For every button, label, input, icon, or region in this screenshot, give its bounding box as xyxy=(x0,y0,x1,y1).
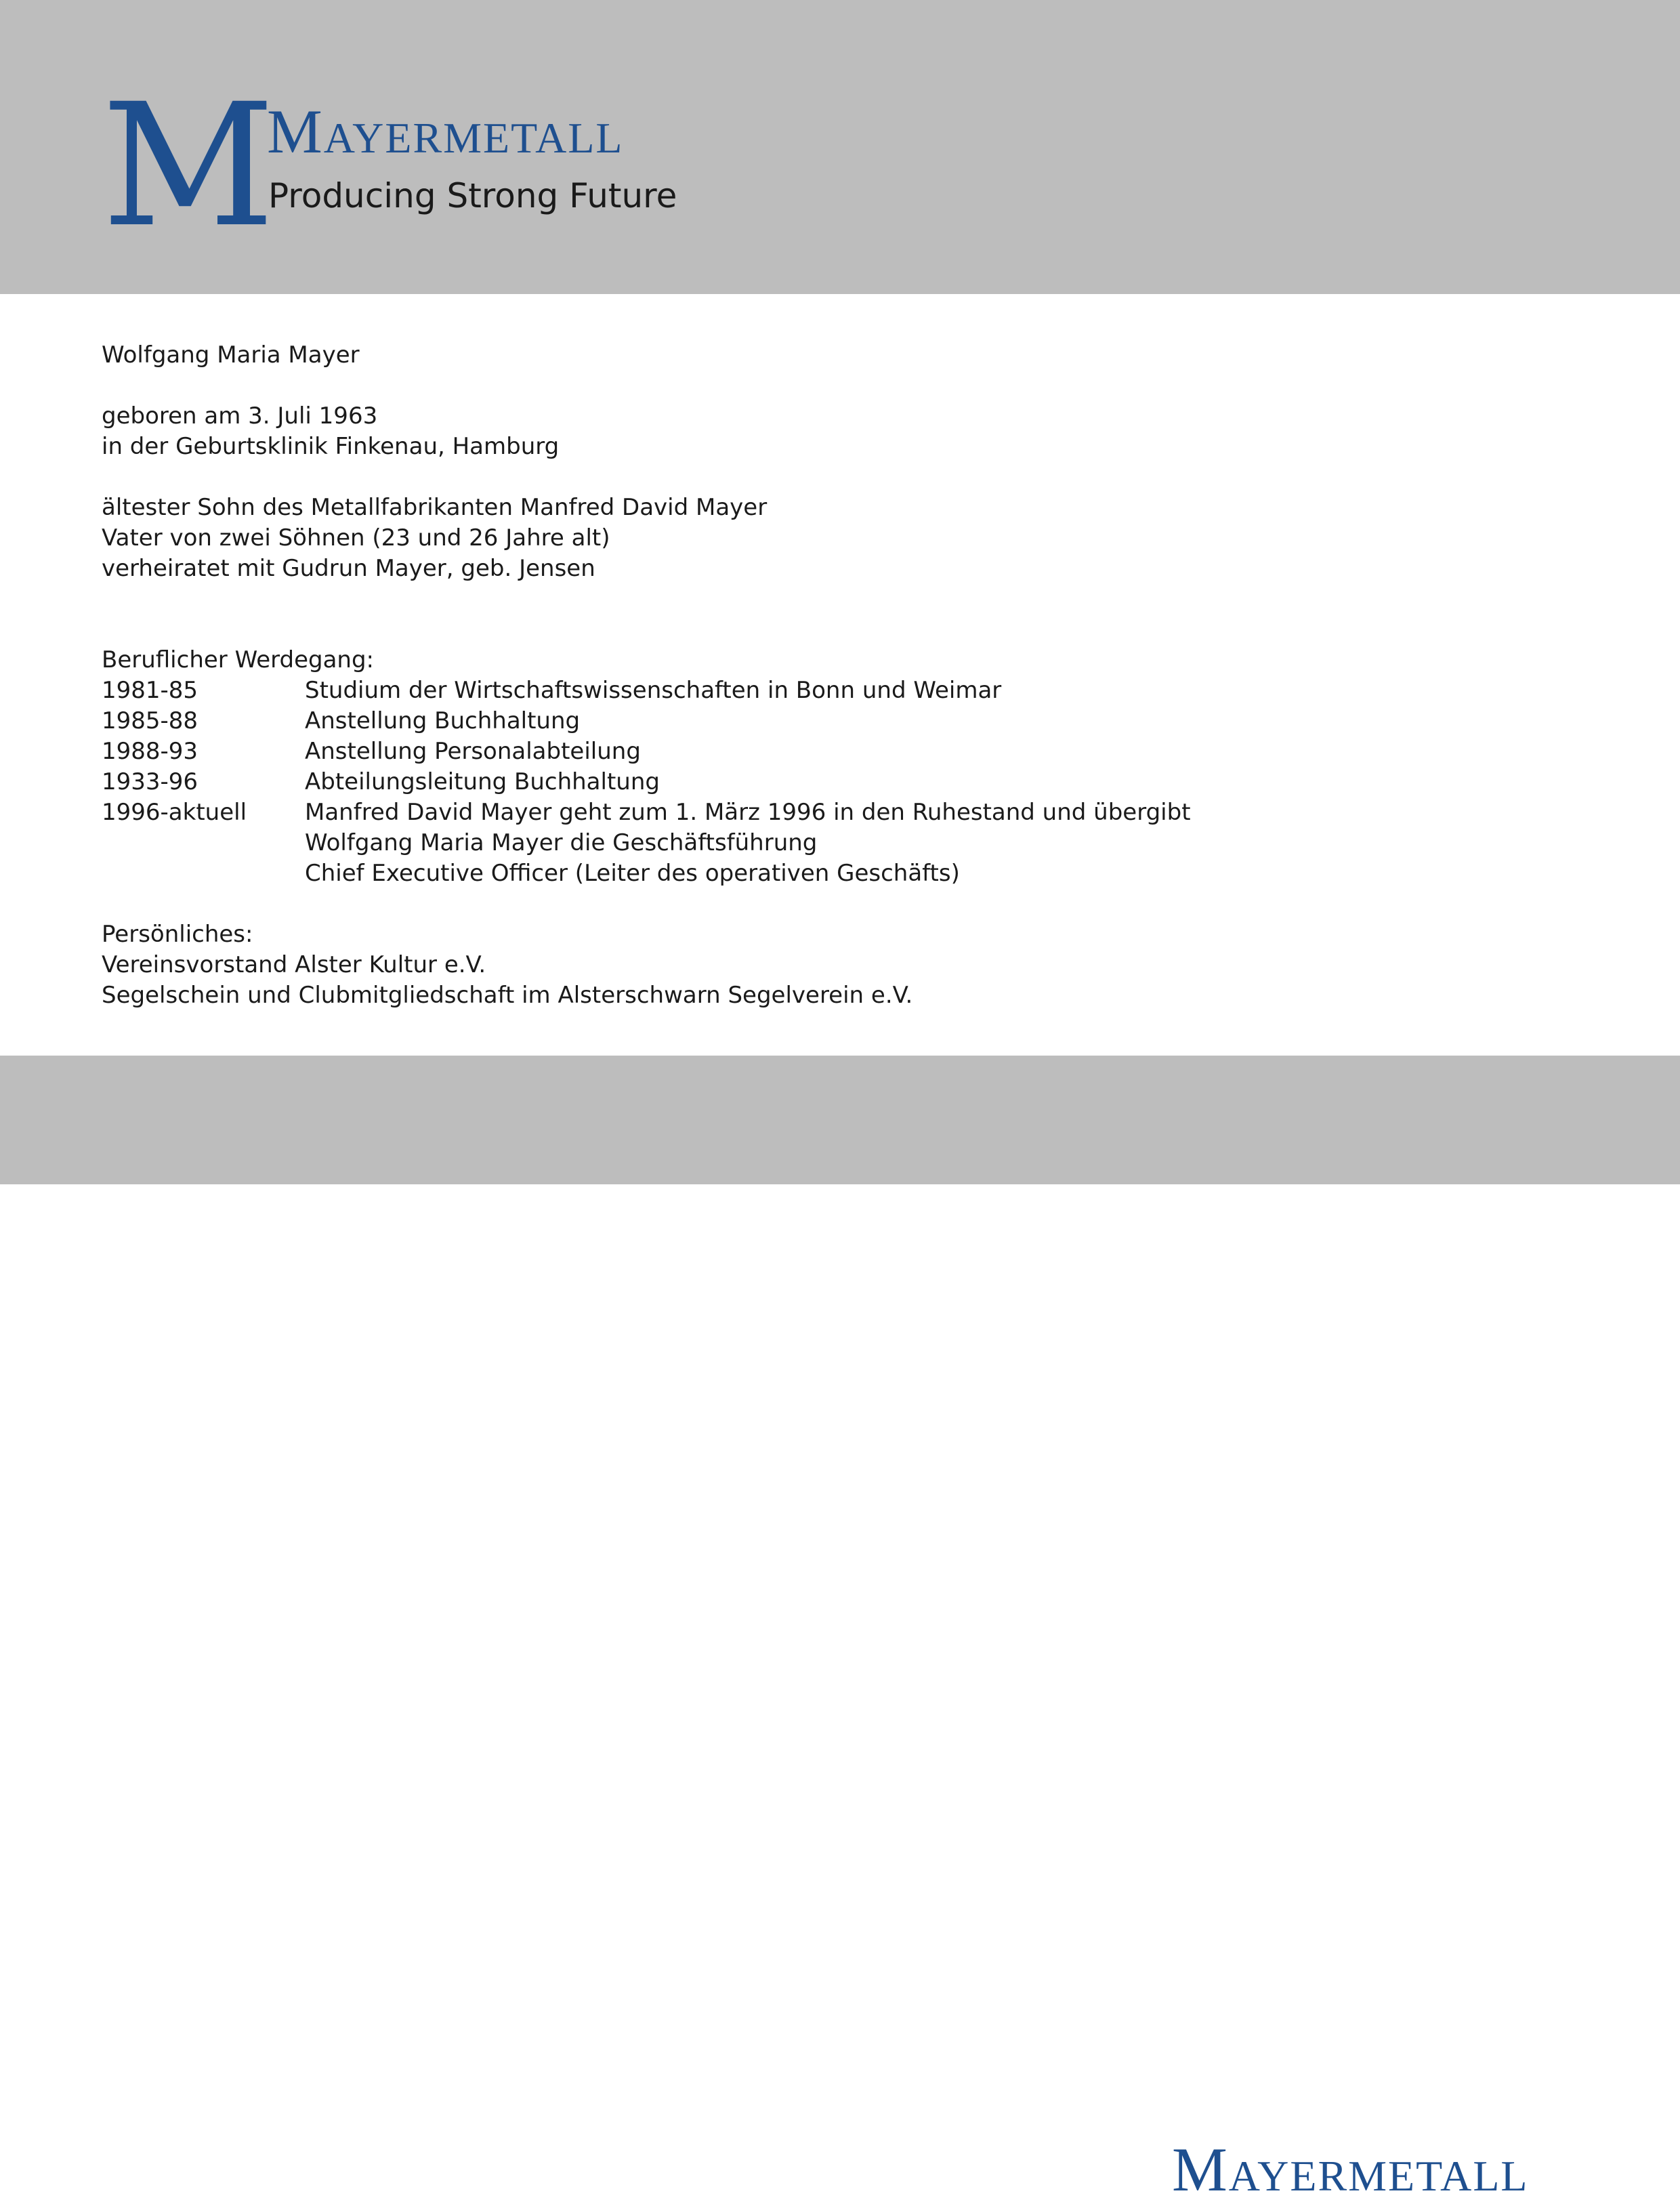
career-description: Studium der Wirtschaftswissenschaften in… xyxy=(305,677,1002,704)
career-description: Manfred David Mayer geht zum 1. März 199… xyxy=(305,799,1191,826)
career-years: 1996-aktuell xyxy=(102,799,247,826)
footer-band: Mayermetall xyxy=(0,1056,1680,2201)
career-entry: 1981-85 Studium der Wirtschaftswissenscha… xyxy=(102,675,1592,706)
footer-brand-name: Mayermetall xyxy=(1172,2135,1529,2204)
tagline: Producing Strong Future xyxy=(268,176,677,215)
birth-date: geboren am 3. Juli 1963 xyxy=(102,402,378,430)
birth-place: in der Geburtsklinik Finkenau, Hamburg xyxy=(102,433,560,460)
career-years: 1933-96 xyxy=(102,768,198,795)
career-description: Chief Executive Officer (Leiter des oper… xyxy=(305,860,960,887)
family-line: Vater von zwei Söhnen (23 und 26 Jahre a… xyxy=(102,524,610,552)
career-years xyxy=(102,828,305,858)
spacer xyxy=(102,462,1592,493)
person-name: Wolfgang Maria Mayer xyxy=(102,341,360,369)
logo-letter-m: M xyxy=(102,67,275,264)
career-years xyxy=(102,858,305,889)
career-entry: Chief Executive Officer (Leiter des oper… xyxy=(102,858,1592,889)
career-entry: 1933-96 Abteilungsleitung Buchhaltung xyxy=(102,767,1592,797)
career-description: Anstellung Buchhaltung xyxy=(305,707,581,734)
career-entry: 1985-88 Anstellung Buchhaltung xyxy=(102,706,1592,736)
family-line: ältester Sohn des Metallfabrikanten Manf… xyxy=(102,494,768,521)
personal-item: Segelschein und Clubmitgliedschaft im Al… xyxy=(102,982,913,1009)
career-list: 1981-85 Studium der Wirtschaftswissenscha… xyxy=(102,675,1592,889)
career-entry: Wolfgang Maria Mayer die Geschäftsführun… xyxy=(102,828,1592,858)
cv-content: Wolfgang Maria Mayer geboren am 3. Juli … xyxy=(102,340,1592,1011)
spacer xyxy=(102,584,1592,645)
career-entry: 1996-aktuell Manfred David Mayer geht zum… xyxy=(102,797,1592,828)
career-years: 1988-93 xyxy=(102,738,198,765)
career-years: 1981-85 xyxy=(102,677,198,704)
brand-name: Mayermetall xyxy=(267,97,624,166)
personal-heading: Persönliches: xyxy=(102,921,253,948)
career-heading: Beruflicher Werdegang: xyxy=(102,646,375,673)
career-description: Abteilungsleitung Buchhaltung xyxy=(305,768,660,795)
spacer xyxy=(102,889,1592,919)
career-description: Anstellung Personalabteilung xyxy=(305,738,641,765)
personal-item: Vereinsvorstand Alster Kultur e.V. xyxy=(102,951,486,978)
career-years: 1985-88 xyxy=(102,707,198,734)
spacer xyxy=(102,371,1592,401)
header-band: M Mayermetall Producing Strong Future xyxy=(0,0,1680,294)
family-line: verheiratet mit Gudrun Mayer, geb. Jense… xyxy=(102,555,595,582)
career-entry: 1988-93 Anstellung Personalabteilung xyxy=(102,736,1592,767)
career-description: Wolfgang Maria Mayer die Geschäftsführun… xyxy=(305,829,818,856)
